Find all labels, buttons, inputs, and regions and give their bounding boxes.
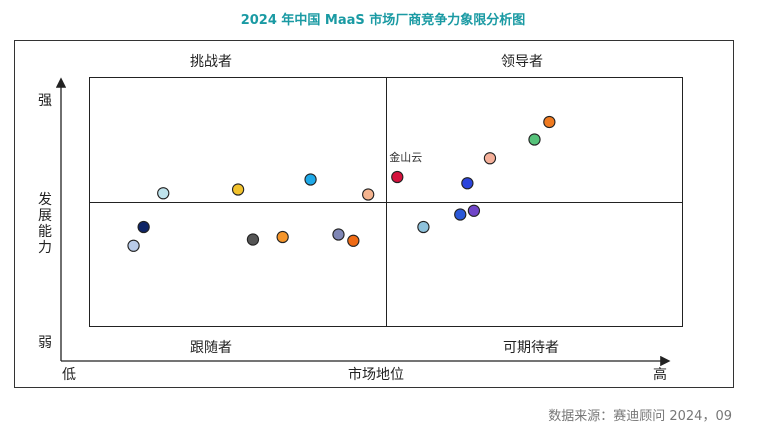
data-source: 数据来源：赛迪顾问 2024，09 — [548, 409, 732, 424]
x-axis-title: 市场地位 — [348, 367, 404, 383]
data-point-2 — [137, 220, 150, 234]
quadrant-label-promising: 可期待者 — [503, 340, 559, 356]
data-point-11 — [391, 170, 404, 184]
data-point-18 — [543, 115, 556, 129]
data-point-14 — [461, 177, 474, 190]
chart-title: 2024 年中国 MaaS 市场厂商竞争力象限分析图 — [240, 13, 526, 28]
chart-frame — [14, 40, 734, 388]
y-axis-low-label: 弱 — [38, 335, 52, 351]
data-point-15 — [467, 204, 481, 217]
data-point-16 — [483, 152, 497, 165]
data-point-4 — [231, 183, 245, 196]
y-axis-high-label: 强 — [38, 93, 52, 109]
data-point-12 — [417, 220, 430, 234]
data-point-9 — [347, 234, 360, 247]
quadrant-matrix — [89, 77, 683, 327]
data-points: 金山云 — [127, 115, 556, 252]
quadrant-horizontal-divider — [90, 202, 682, 204]
y-axis-title: 发展能力 — [38, 192, 52, 256]
data-point-7 — [304, 173, 317, 186]
data-point-13 — [454, 208, 467, 221]
data-point-3 — [157, 187, 170, 200]
quadrant-label-follower: 跟随者 — [190, 340, 232, 356]
data-point-5 — [246, 233, 260, 246]
data-point-6 — [276, 230, 289, 244]
data-point-1 — [127, 239, 140, 252]
data-point-label: 金山云 — [389, 150, 422, 164]
data-point-8 — [332, 228, 345, 241]
x-axis-low-label: 低 — [62, 367, 76, 383]
x-axis-high-label: 高 — [653, 367, 667, 383]
data-point-17 — [528, 133, 541, 146]
data-point-10 — [362, 188, 375, 201]
quadrant-label-challenger: 挑战者 — [190, 54, 232, 70]
quadrant-label-leader: 领导者 — [501, 54, 543, 70]
